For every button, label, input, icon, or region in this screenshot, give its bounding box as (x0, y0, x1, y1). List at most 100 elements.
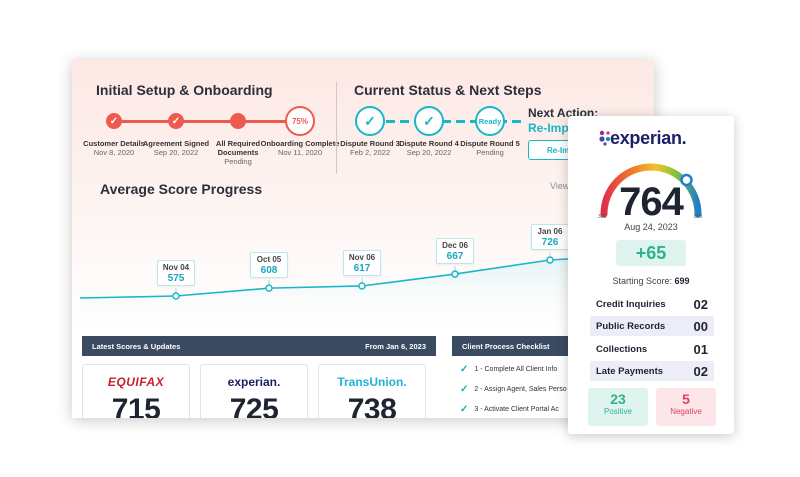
data-point-label: Jan 06 726 (531, 224, 569, 250)
bureau-score: 715 (111, 393, 161, 418)
stat-value: 01 (693, 341, 708, 357)
step-label: Dispute Round 5 (460, 139, 520, 148)
status-title: Current Status & Next Steps (354, 82, 542, 98)
step-date: Pending (224, 157, 252, 166)
bureau-card-equifax[interactable]: EQUIFAX 715 (82, 364, 190, 418)
data-point[interactable] (546, 256, 554, 264)
checklist-item[interactable]: ✓ 1 - Complete All Client Info (460, 364, 572, 375)
status-step-dispute-round-4[interactable]: ✓ Dispute Round 4 Sep 20, 2022 (389, 106, 469, 157)
data-point-label: Dec 06 667 (436, 238, 474, 265)
step-date: Sep 20, 2022 (153, 148, 199, 157)
onboarding-step-customer-details[interactable]: ✓ Customer Details Nov 8, 2020 (74, 106, 154, 157)
check-icon: ✓ (168, 113, 184, 129)
next-action-value[interactable]: Re-Impo (528, 121, 576, 135)
data-point[interactable] (172, 292, 180, 300)
experian-score-card: experian. 300 850 764 Aug 24, 2023 +65 S… (568, 116, 734, 434)
step-label: All Required Documents (215, 139, 261, 157)
onboarding-progress-line (114, 120, 300, 123)
latest-scores-title: Latest Scores & Updates (92, 341, 181, 351)
ready-badge: Ready (475, 106, 505, 136)
step-label: Dispute Round 3 (340, 139, 400, 148)
status-step-dispute-round-3[interactable]: ✓ Dispute Round 3 Feb 2, 2022 (330, 106, 410, 157)
check-icon: ✓ (106, 113, 122, 129)
checklist-item[interactable]: ✓ 3 - Activate Client Portal Ac (460, 404, 572, 415)
stat-collections[interactable]: Collections 01 (590, 339, 714, 359)
bureau-score: 738 (347, 393, 397, 418)
stat-credit-inquiries[interactable]: Credit Inquiries 02 (590, 294, 714, 314)
stat-value: 00 (693, 318, 708, 334)
negative-items-box[interactable]: 5 Negative (656, 388, 716, 426)
step-label: Dispute Round 4 (399, 139, 459, 148)
latest-scores-range: From Jan 6, 2023 (365, 341, 426, 351)
score-progress-chart (79, 252, 654, 330)
data-point[interactable] (265, 284, 273, 292)
data-point-score: 726 (541, 237, 559, 248)
view-link[interactable]: View (550, 181, 570, 191)
checklist-header: Client Process Checklist (452, 336, 582, 356)
check-icon: ✓ (414, 106, 444, 136)
check-icon: ✓ (460, 384, 469, 395)
positive-items-box[interactable]: 23 Positive (588, 388, 648, 426)
progress-ring: 75% (285, 106, 315, 136)
chart-area (80, 254, 654, 330)
onboarding-step-agreement-signed[interactable]: ✓ Agreement Signed Sep 20, 2022 (136, 106, 216, 157)
stat-label: Public Records (596, 320, 666, 332)
checklist-item[interactable]: ✓ 2 - Assign Agent, Sales Perso (460, 384, 572, 395)
positive-count: 23 (610, 391, 626, 407)
onboarding-step-complete[interactable]: 75% Onboarding Complete Nov 11, 2020 (260, 106, 340, 157)
bureau-card-experian[interactable]: experian. 725 (200, 364, 308, 418)
experian-logo-mark-icon (599, 130, 610, 146)
starting-score-label: Starting Score: (612, 276, 672, 286)
gauge-max: 850 (694, 214, 703, 220)
gauge-min: 300 (598, 214, 607, 220)
score-date: Aug 24, 2023 (624, 222, 678, 232)
starting-score: Starting Score: 699 (568, 276, 734, 286)
stat-late-payments[interactable]: Late Payments 02 (590, 361, 714, 381)
data-point-label: Nov 04 575 (157, 260, 195, 286)
checklist-item-label: 1 - Complete All Client Info (474, 366, 558, 373)
onboarding-title: Initial Setup & Onboarding (96, 82, 273, 98)
positive-label: Positive (603, 407, 632, 416)
step-date: Sep 20, 2022 (406, 148, 452, 157)
bureau-card-transunion[interactable]: TransUnion. 738 (318, 364, 426, 418)
step-label: Customer Details (83, 139, 145, 148)
data-point[interactable] (358, 282, 366, 290)
stat-label: Late Payments (596, 365, 664, 377)
check-icon: ✓ (355, 106, 385, 136)
data-point-score: 617 (353, 262, 371, 274)
stat-public-records[interactable]: Public Records 00 (590, 316, 714, 336)
status-step-dispute-round-5[interactable]: Ready Dispute Round 5 Pending (450, 106, 530, 157)
latest-scores-header: Latest Scores & Updates From Jan 6, 2023 (82, 336, 436, 356)
checklist-title: Client Process Checklist (462, 341, 550, 351)
step-date: Pending (476, 148, 504, 157)
step-date: Nov 11, 2020 (277, 148, 323, 157)
score-change-badge: +65 (616, 240, 686, 266)
step-label: Onboarding Complete (260, 139, 340, 148)
data-point-label: Nov 06 617 (343, 249, 381, 276)
stat-label: Collections (596, 343, 648, 355)
data-point-date: Dec 06 (442, 241, 468, 251)
gauge-marker (680, 173, 693, 187)
step-date: Nov 8, 2020 (93, 148, 135, 157)
check-icon: ✓ (460, 364, 469, 375)
chart-title: Average Score Progress (100, 181, 263, 197)
data-point[interactable] (451, 270, 459, 278)
stat-label: Credit Inquiries (596, 298, 666, 310)
data-point-date: Nov 04 (162, 263, 190, 272)
dashboard-window: Initial Setup & Onboarding ✓ Customer De… (72, 60, 654, 418)
negative-label: Negative (670, 407, 702, 416)
onboarding-step-required-documents[interactable]: All Required Documents Pending (198, 106, 278, 166)
checklist-item-label: 2 - Assign Agent, Sales Perso (474, 386, 567, 393)
experian-logo: experian. (610, 128, 687, 148)
checklist-item-label: 3 - Activate Client Portal Ac (474, 406, 559, 413)
negative-count: 5 (682, 391, 690, 407)
bureau-score: 725 (229, 393, 279, 418)
check-icon: ✓ (460, 404, 469, 415)
status-progress-line (386, 120, 522, 123)
experian-score: 764 (619, 180, 684, 224)
data-point-score: 575 (167, 273, 185, 284)
data-point-score: 608 (260, 265, 278, 277)
score-gauge (600, 163, 702, 218)
data-point-label: Oct 05 608 (250, 252, 288, 279)
step-date: Feb 2, 2022 (349, 148, 391, 157)
